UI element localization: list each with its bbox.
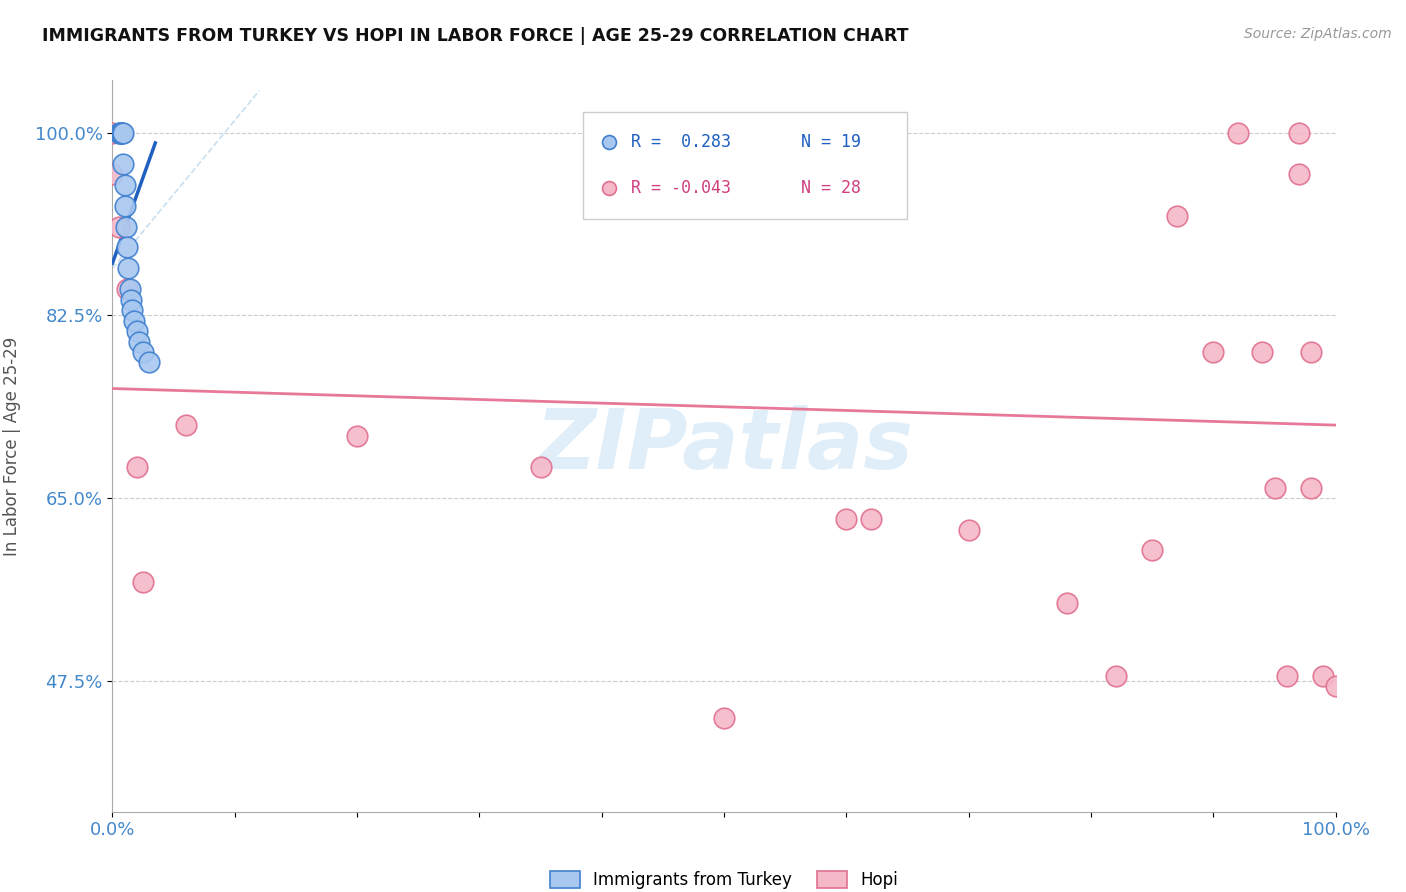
Legend: Immigrants from Turkey, Hopi: Immigrants from Turkey, Hopi <box>543 864 905 892</box>
Point <box>112 126 135 140</box>
Point <box>859 512 882 526</box>
Text: R =  0.283: R = 0.283 <box>631 134 731 152</box>
Point <box>1312 669 1334 683</box>
Point <box>1226 126 1249 140</box>
Point <box>1275 669 1298 683</box>
Point <box>529 459 551 474</box>
Point <box>1142 543 1164 558</box>
Point <box>957 523 980 537</box>
Point <box>125 459 148 474</box>
Point <box>125 324 148 338</box>
Point <box>713 711 735 725</box>
Text: IMMIGRANTS FROM TURKEY VS HOPI IN LABOR FORCE | AGE 25-29 CORRELATION CHART: IMMIGRANTS FROM TURKEY VS HOPI IN LABOR … <box>42 27 908 45</box>
Point <box>107 126 129 140</box>
Point <box>115 219 138 234</box>
Point <box>1324 679 1347 693</box>
Point <box>111 126 134 140</box>
Point <box>101 167 124 181</box>
Point <box>115 282 138 296</box>
Text: N = 19: N = 19 <box>801 134 860 152</box>
Point <box>1202 345 1225 359</box>
Point <box>598 136 620 150</box>
Point <box>1264 481 1286 495</box>
Point <box>114 178 136 192</box>
Point <box>138 355 160 369</box>
Point <box>120 293 142 307</box>
Point <box>114 199 136 213</box>
Point <box>1301 345 1323 359</box>
Point <box>132 574 155 589</box>
Point <box>1104 669 1126 683</box>
Point <box>346 428 368 442</box>
Point <box>117 261 139 276</box>
Point <box>112 157 135 171</box>
Point <box>1056 596 1078 610</box>
Text: R = -0.043: R = -0.043 <box>631 178 731 196</box>
Point <box>110 126 132 140</box>
Point <box>174 418 197 433</box>
Point <box>107 219 129 234</box>
Point <box>1301 481 1323 495</box>
Point <box>118 282 141 296</box>
Y-axis label: In Labor Force | Age 25-29: In Labor Force | Age 25-29 <box>3 336 21 556</box>
Point <box>124 313 146 327</box>
Point <box>835 512 858 526</box>
Point <box>115 240 138 254</box>
Point <box>1166 209 1188 223</box>
Point <box>1288 126 1310 140</box>
Text: ZIPatlas: ZIPatlas <box>536 406 912 486</box>
Point <box>132 345 155 359</box>
Point <box>1251 345 1274 359</box>
Text: Source: ZipAtlas.com: Source: ZipAtlas.com <box>1244 27 1392 41</box>
Point <box>108 126 131 140</box>
Point <box>598 180 620 194</box>
Point <box>121 303 143 318</box>
Text: N = 28: N = 28 <box>801 178 860 196</box>
Point <box>128 334 150 349</box>
Point <box>101 126 124 140</box>
Point <box>1288 167 1310 181</box>
